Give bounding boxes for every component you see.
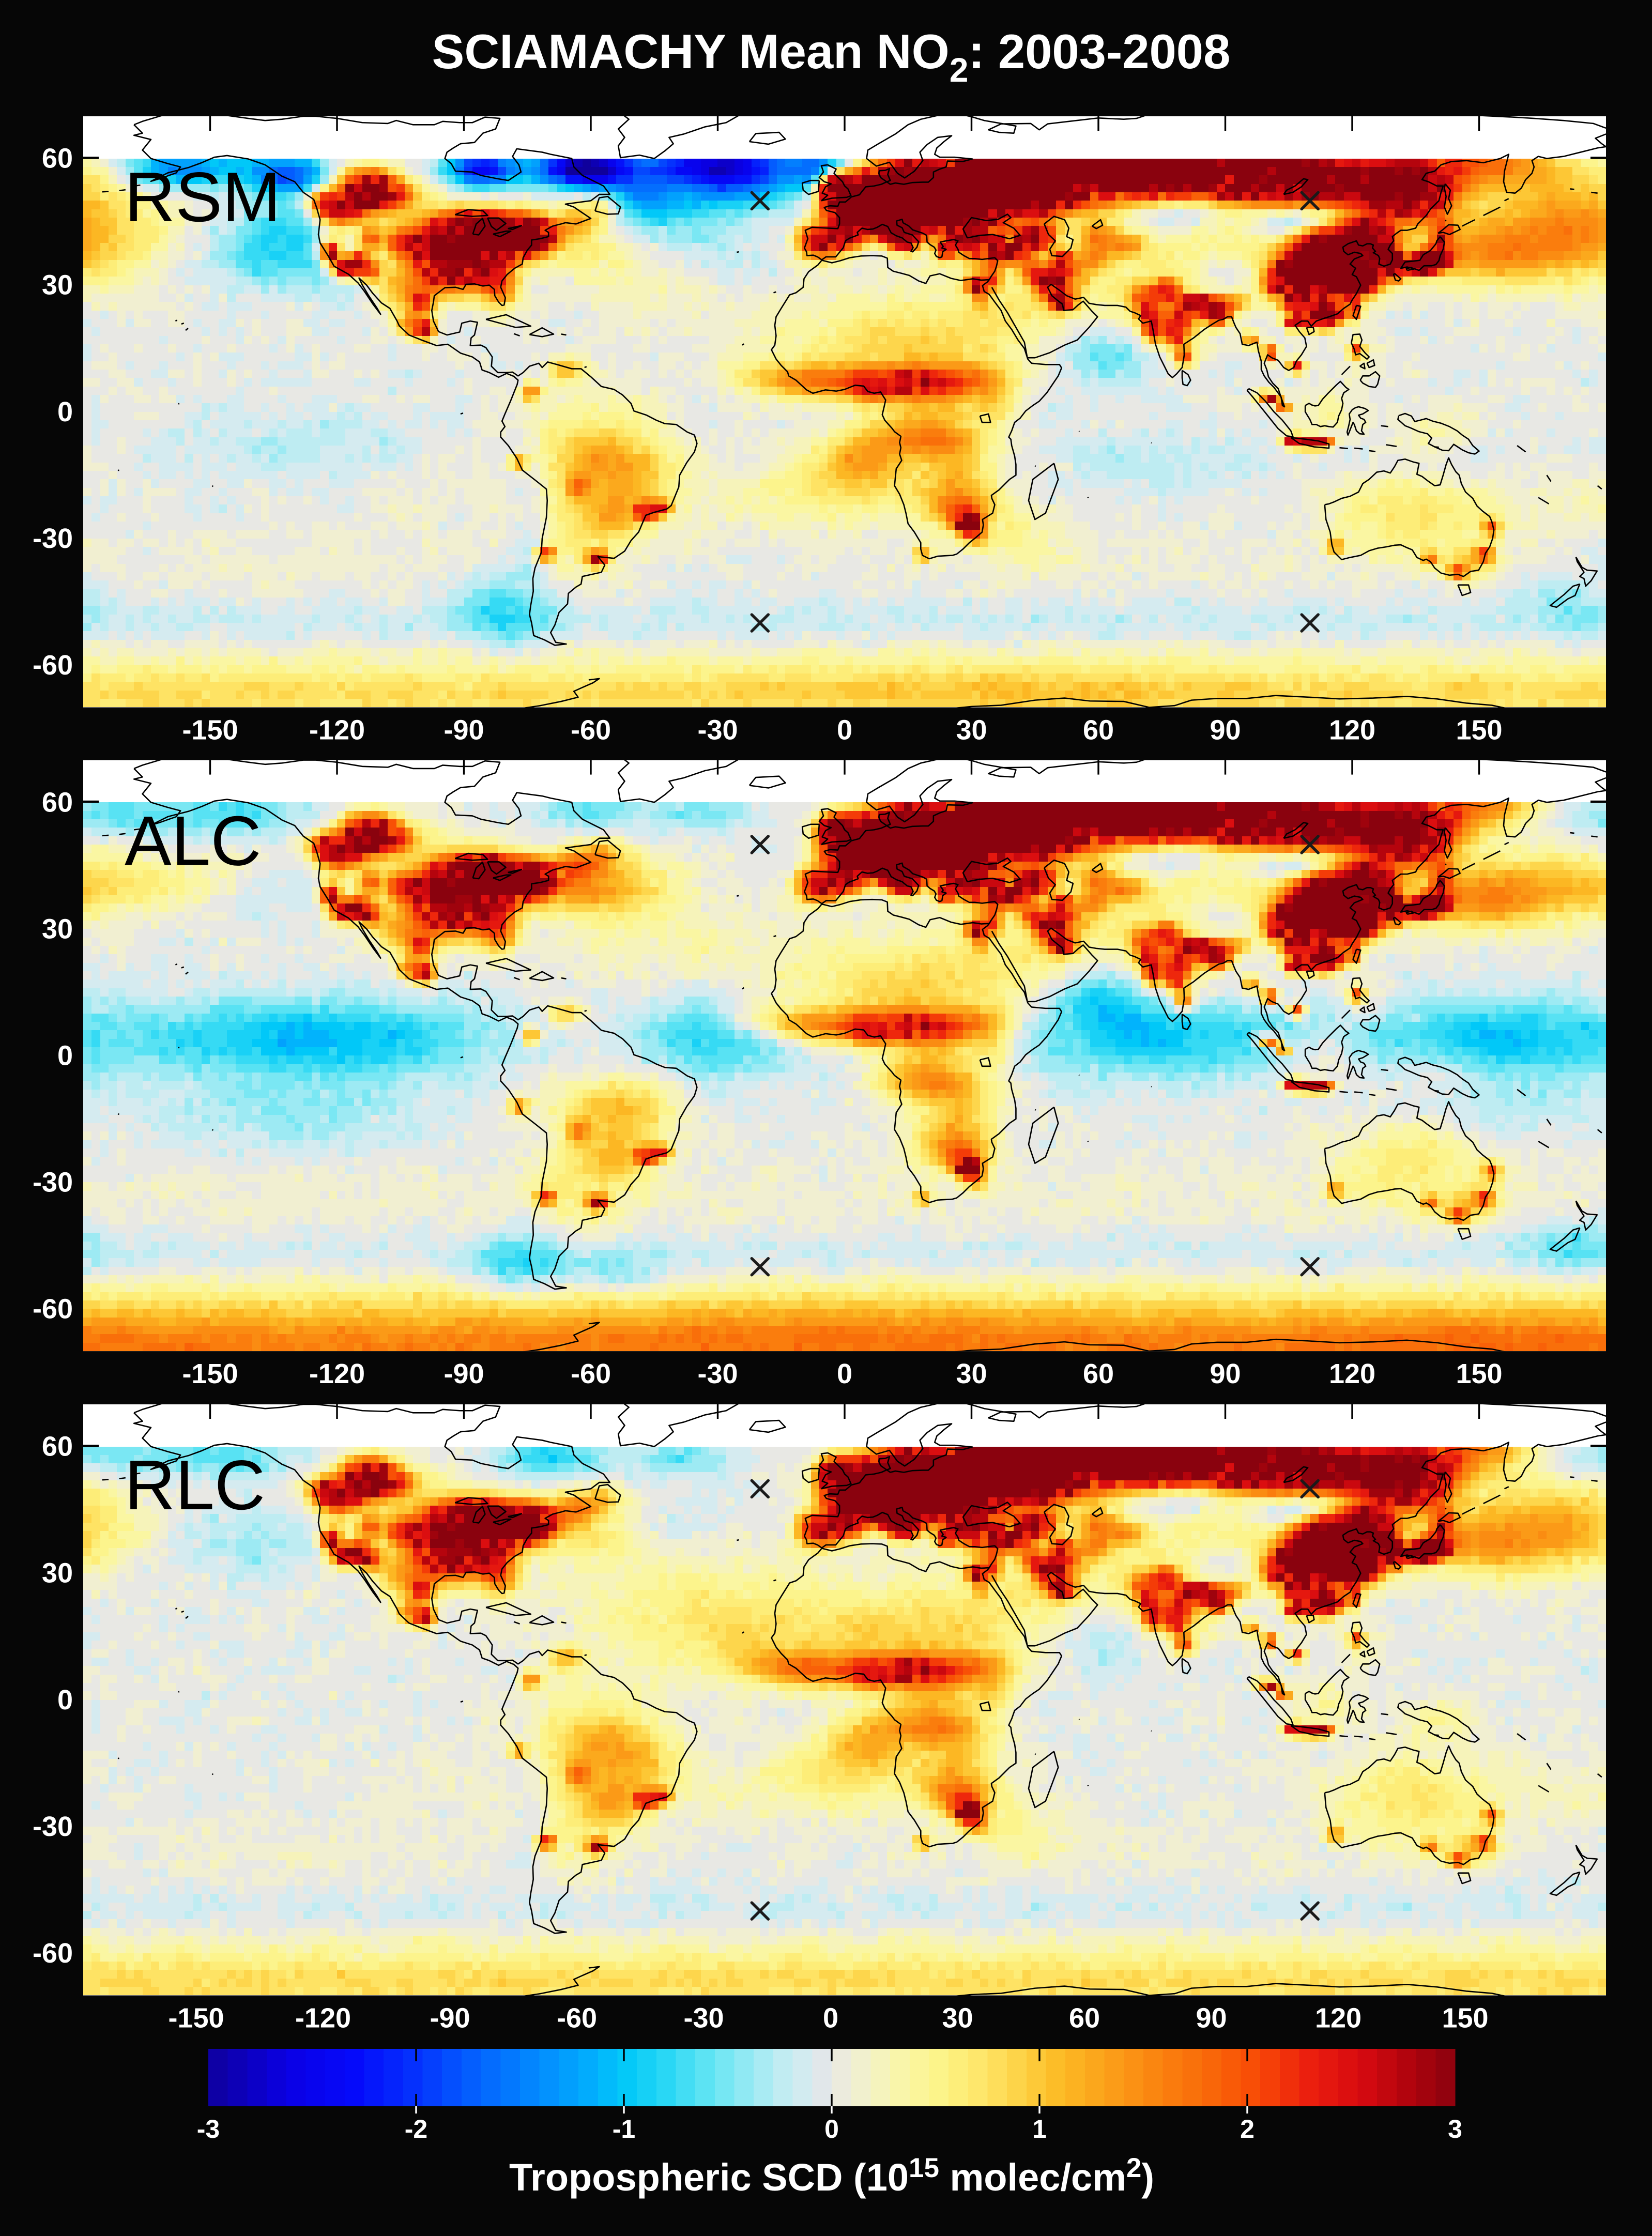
svg-text:30: 30: [42, 270, 73, 301]
svg-text:60: 60: [42, 143, 73, 174]
svg-text:30: 30: [42, 913, 73, 944]
svg-text:1: 1: [1032, 2115, 1047, 2143]
svg-text:0: 0: [823, 2003, 838, 2034]
svg-text:-150: -150: [182, 1358, 238, 1389]
svg-text:-60: -60: [33, 650, 73, 681]
svg-text:-60: -60: [571, 715, 611, 746]
svg-text:-90: -90: [430, 2003, 470, 2034]
svg-text:30: 30: [956, 1358, 987, 1389]
svg-text:-30: -30: [33, 1811, 73, 1842]
svg-text:-30: -30: [697, 1358, 738, 1389]
svg-text:30: 30: [956, 715, 987, 746]
svg-text:-30: -30: [683, 2003, 724, 2034]
svg-text:120: 120: [1315, 2003, 1362, 2034]
svg-text:RLC: RLC: [125, 1446, 265, 1524]
svg-text:-120: -120: [295, 2003, 351, 2034]
svg-text:150: 150: [1442, 2003, 1488, 2034]
svg-text:-30: -30: [33, 1167, 73, 1198]
svg-text:90: 90: [1210, 715, 1241, 746]
svg-text:3: 3: [1448, 2115, 1462, 2143]
svg-text:60: 60: [1069, 2003, 1100, 2034]
svg-text:-120: -120: [309, 715, 365, 746]
svg-text:Tropospheric SCD (1015 molec/c: Tropospheric SCD (1015 molec/cm2): [509, 2153, 1154, 2199]
svg-text:-2: -2: [405, 2115, 427, 2143]
svg-text:ALC: ALC: [125, 802, 262, 880]
svg-text:-60: -60: [571, 1358, 611, 1389]
svg-text:-60: -60: [33, 1293, 73, 1324]
svg-text:60: 60: [1083, 715, 1114, 746]
svg-text:-3: -3: [197, 2115, 220, 2143]
svg-text:-90: -90: [443, 715, 484, 746]
svg-text:60: 60: [42, 787, 73, 818]
svg-text:0: 0: [57, 1040, 73, 1071]
svg-text:-120: -120: [309, 1358, 365, 1389]
svg-text:120: 120: [1329, 715, 1375, 746]
svg-text:150: 150: [1456, 715, 1502, 746]
svg-text:2: 2: [1240, 2115, 1255, 2143]
svg-text:-150: -150: [168, 2003, 224, 2034]
svg-text:-1: -1: [613, 2115, 635, 2143]
svg-text:-150: -150: [182, 715, 238, 746]
svg-text:0: 0: [57, 396, 73, 427]
svg-text:0: 0: [837, 1358, 852, 1389]
svg-text:-60: -60: [557, 2003, 597, 2034]
svg-text:-60: -60: [33, 1938, 73, 1969]
svg-text:RSM: RSM: [125, 158, 281, 236]
svg-text:90: 90: [1196, 2003, 1227, 2034]
svg-text:0: 0: [824, 2115, 839, 2143]
svg-text:60: 60: [1083, 1358, 1114, 1389]
svg-text:90: 90: [1210, 1358, 1241, 1389]
svg-text:-30: -30: [697, 715, 738, 746]
svg-text:SCIAMACHY Mean NO2: 2003-2008: SCIAMACHY Mean NO2: 2003-2008: [432, 24, 1231, 89]
svg-text:-90: -90: [443, 1358, 484, 1389]
svg-text:60: 60: [42, 1431, 73, 1462]
svg-text:150: 150: [1456, 1358, 1502, 1389]
svg-text:-30: -30: [33, 523, 73, 554]
svg-text:0: 0: [837, 715, 852, 746]
svg-text:120: 120: [1329, 1358, 1375, 1389]
svg-text:30: 30: [42, 1558, 73, 1589]
svg-text:30: 30: [942, 2003, 973, 2034]
svg-text:0: 0: [57, 1684, 73, 1716]
